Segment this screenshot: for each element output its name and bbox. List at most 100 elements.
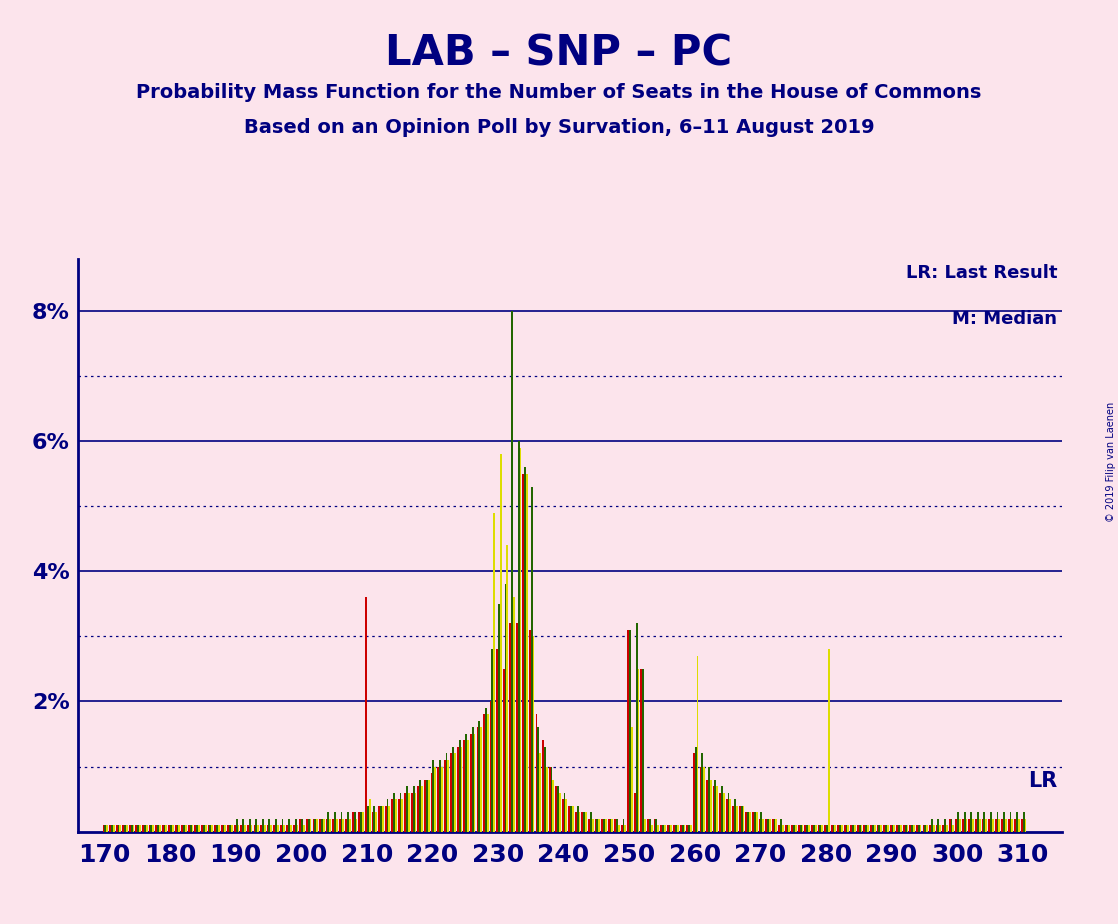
Bar (546, 767, 548, 832)
Text: M: Median: M: Median (953, 310, 1058, 328)
Bar (936, 825, 938, 832)
Bar (225, 825, 226, 832)
Bar (319, 819, 321, 832)
Bar (314, 819, 316, 832)
Bar (483, 714, 485, 832)
Bar (486, 714, 489, 832)
Bar (559, 793, 561, 832)
Bar (1021, 819, 1023, 832)
Bar (163, 825, 165, 832)
Bar (277, 825, 278, 832)
Bar (345, 819, 348, 832)
Bar (405, 793, 406, 832)
Bar (845, 825, 847, 832)
Bar (335, 819, 338, 832)
Bar (806, 825, 808, 832)
Bar (262, 819, 264, 832)
Bar (847, 825, 850, 832)
Bar (834, 825, 836, 832)
Bar (657, 825, 660, 832)
Bar (542, 740, 544, 832)
Bar (780, 819, 781, 832)
Bar (614, 819, 616, 832)
Bar (708, 767, 710, 832)
Bar (671, 825, 672, 832)
Bar (585, 812, 587, 832)
Bar (880, 825, 882, 832)
Bar (139, 825, 141, 832)
Bar (795, 825, 797, 832)
Bar (760, 812, 762, 832)
Bar (841, 825, 843, 832)
Bar (290, 825, 292, 832)
Bar (378, 806, 380, 832)
Bar (208, 825, 209, 832)
Bar (819, 825, 822, 832)
Bar (664, 825, 665, 832)
Bar (104, 825, 106, 832)
Bar (636, 624, 637, 832)
Bar (648, 819, 651, 832)
Bar (852, 825, 854, 832)
Bar (920, 825, 921, 832)
Bar (1014, 819, 1016, 832)
Bar (701, 753, 703, 832)
Bar (470, 734, 472, 832)
Bar (627, 630, 629, 832)
Bar (352, 812, 353, 832)
Bar (793, 825, 795, 832)
Bar (190, 825, 191, 832)
Bar (984, 812, 985, 832)
Bar (749, 812, 751, 832)
Bar (430, 773, 433, 832)
Bar (155, 825, 157, 832)
Bar (959, 819, 960, 832)
Bar (995, 819, 996, 832)
Bar (428, 780, 429, 832)
Bar (131, 825, 133, 832)
Bar (387, 799, 388, 832)
Bar (380, 806, 382, 832)
Bar (411, 793, 413, 832)
Bar (556, 786, 557, 832)
Bar (157, 825, 159, 832)
Bar (222, 825, 225, 832)
Bar (110, 825, 111, 832)
Bar (799, 825, 802, 832)
Bar (465, 734, 467, 832)
Bar (996, 812, 998, 832)
Bar (736, 806, 738, 832)
Bar (754, 812, 756, 832)
Bar (510, 624, 511, 832)
Bar (236, 819, 237, 832)
Bar (872, 825, 874, 832)
Bar (572, 806, 574, 832)
Bar (408, 793, 410, 832)
Bar (538, 727, 539, 832)
Bar (1016, 812, 1018, 832)
Bar (680, 825, 682, 832)
Bar (1012, 819, 1013, 832)
Bar (1010, 812, 1012, 832)
Bar (349, 819, 351, 832)
Bar (472, 727, 474, 832)
Bar (398, 799, 399, 832)
Bar (172, 825, 173, 832)
Bar (608, 819, 609, 832)
Bar (890, 825, 891, 832)
Bar (306, 819, 307, 832)
Bar (426, 780, 428, 832)
Bar (461, 747, 463, 832)
Bar (824, 825, 826, 832)
Bar (732, 806, 735, 832)
Bar (916, 825, 918, 832)
Bar (353, 812, 356, 832)
Bar (209, 825, 211, 832)
Bar (588, 819, 590, 832)
Bar (359, 812, 360, 832)
Bar (683, 825, 685, 832)
Bar (481, 727, 482, 832)
Bar (647, 819, 648, 832)
Bar (254, 825, 255, 832)
Text: © 2019 Filip van Laenen: © 2019 Filip van Laenen (1106, 402, 1116, 522)
